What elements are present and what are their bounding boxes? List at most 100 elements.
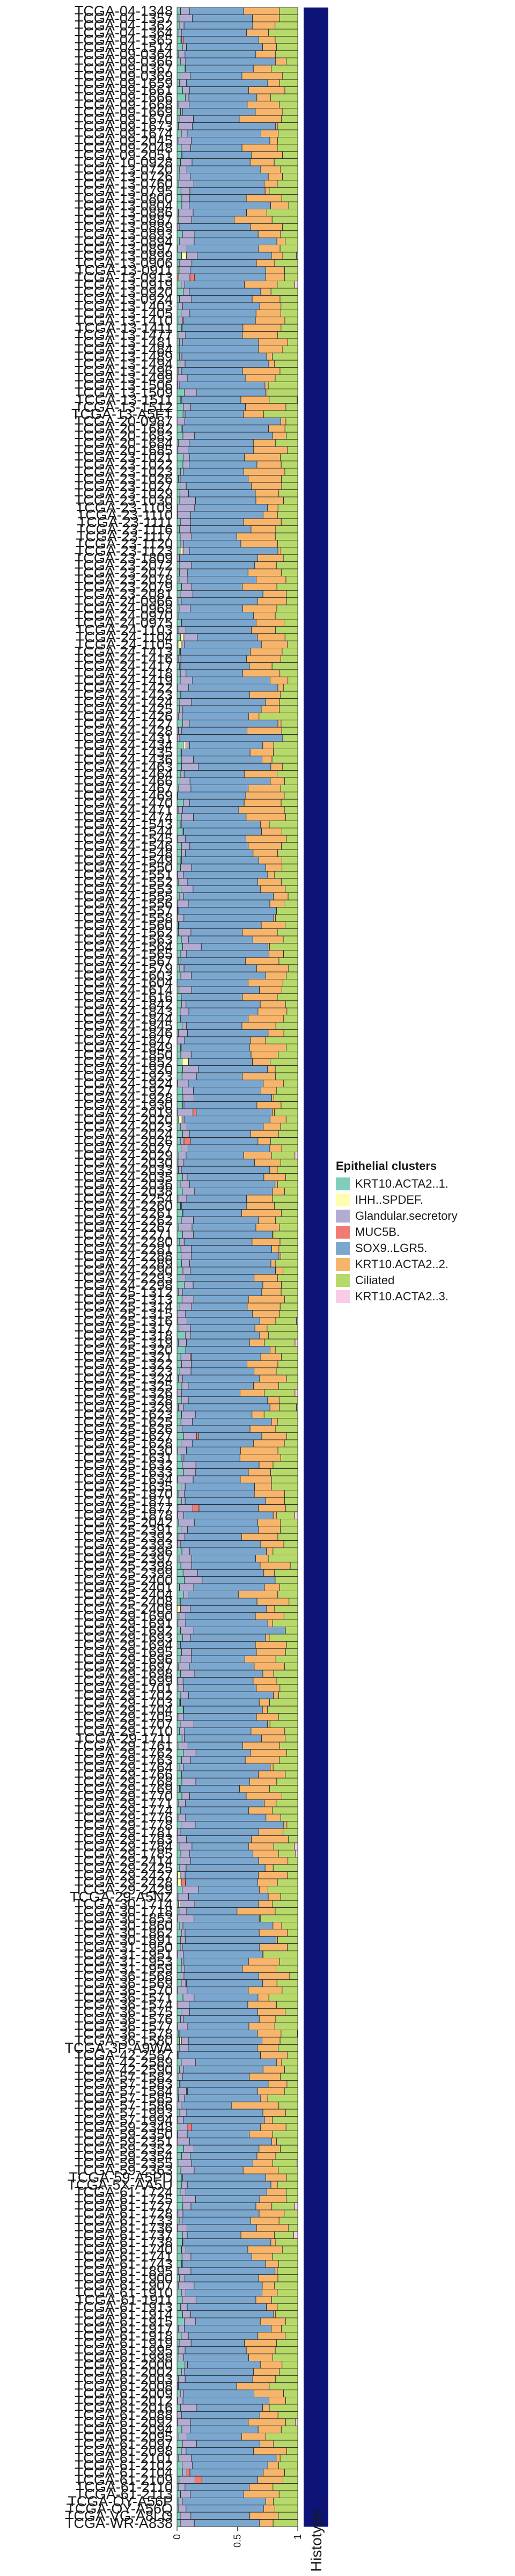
y-tick-label: TCGA-04-1364	[75, 25, 173, 41]
bar-segment	[196, 1432, 199, 1440]
bar-segment	[182, 2296, 196, 2304]
bar-segment	[183, 1468, 196, 1476]
bar-segment	[176, 79, 180, 87]
bar-segment	[176, 2490, 181, 2498]
bar-segment	[242, 928, 278, 936]
legend-item-label: KRT10.ACTA2..3.	[355, 1290, 448, 1303]
y-tick-label: TCGA-13-1481	[75, 334, 173, 350]
bar-segment	[192, 216, 235, 224]
y-tick-label: TCGA-61-1917	[75, 2321, 173, 2337]
bar-segment	[279, 1684, 298, 1692]
y-tick-label: TCGA-29-1707	[75, 1716, 173, 1732]
bar-segment	[268, 173, 283, 181]
bar-segment	[183, 1958, 249, 1966]
y-tick-label: TCGA-24-2298	[75, 1277, 173, 1293]
bar-segment	[192, 122, 276, 130]
bar-segment	[183, 317, 256, 325]
bar-segment	[190, 1857, 259, 1865]
bar-segment	[179, 1302, 192, 1311]
bar-segment	[266, 2303, 278, 2311]
bar-segment	[176, 1152, 179, 1160]
bar-segment	[176, 1648, 182, 1656]
bar-segment	[182, 1994, 195, 2002]
bar-segment	[275, 2346, 298, 2354]
bar-segment	[189, 288, 261, 296]
bar-segment	[192, 1418, 272, 1426]
bar-segment	[282, 345, 298, 354]
y-tick-label: TCGA-23-1123	[76, 543, 173, 559]
bar-segment	[192, 2461, 268, 2470]
bar-segment	[179, 568, 188, 576]
bar-segment	[293, 2231, 298, 2239]
bar-segment	[271, 1152, 296, 1160]
bar-segment	[255, 1555, 269, 1563]
y-tick-label: TCGA-04-1365	[75, 32, 173, 48]
bar-segment	[180, 360, 186, 368]
bar-segment	[252, 1310, 281, 1318]
bar-segment	[176, 979, 248, 987]
bar-segment	[262, 2281, 275, 2289]
y-tick-label: TCGA-24-2026	[75, 1133, 173, 1149]
bar-segment	[258, 2274, 278, 2282]
bar-segment	[275, 1180, 278, 1188]
bar-segment	[179, 1922, 183, 1930]
bar-segment	[196, 2440, 261, 2448]
bar-segment	[180, 1562, 192, 1570]
bar-segment	[271, 1418, 278, 1426]
bar-segment	[176, 2274, 180, 2282]
bar-segment	[176, 338, 180, 346]
bar-segment	[192, 676, 270, 685]
bar-segment	[182, 1188, 195, 1196]
bar-segment	[176, 57, 181, 65]
bar-segment	[270, 676, 289, 685]
bar-segment	[277, 547, 282, 555]
bar-segment	[268, 1029, 284, 1037]
bar-segment	[176, 1979, 182, 1987]
bar-segment	[270, 1058, 298, 1066]
y-tick-label: TCGA-59-2352	[75, 2141, 173, 2157]
bar-segment	[176, 2238, 183, 2246]
bar-segment	[252, 2375, 276, 2383]
y-tick-label: TCGA-61-2102	[75, 2457, 173, 2473]
y-tick-label: TCGA-23-1022	[75, 457, 173, 473]
bar-segment	[236, 2382, 270, 2390]
bar-segment	[176, 28, 179, 37]
y-tick-label: TCGA-23-1116	[77, 521, 173, 537]
bar-segment	[266, 2433, 298, 2441]
bar-segment	[182, 1677, 254, 1685]
bar-segment	[176, 2195, 182, 2203]
y-tick-label: TCGA-29-1774	[75, 1803, 173, 1819]
y-tick-label: TCGA-42-2590	[75, 2061, 173, 2077]
bar-segment	[283, 1079, 298, 1088]
bar-segment	[182, 720, 190, 728]
bar-segment	[186, 1152, 244, 1160]
bar-segment	[239, 1454, 281, 1462]
bar-segment	[240, 2231, 275, 2239]
bar-segment	[191, 1648, 257, 1656]
bar-segment	[275, 1425, 298, 1433]
y-tick-label: TCGA-31-1959	[75, 1961, 173, 1977]
y-tick-label: TCGA-25-1623	[75, 1407, 173, 1423]
bar-segment	[275, 2238, 298, 2246]
bar-segment	[281, 1922, 298, 1930]
bar-segment	[280, 453, 298, 462]
bar-segment	[176, 2440, 183, 2448]
bar-segment	[259, 2015, 276, 2023]
bar-segment	[176, 2080, 180, 2088]
bar-segment	[186, 2188, 267, 2196]
bar-segment	[184, 2317, 196, 2325]
bar-segment	[176, 957, 179, 965]
bar-segment	[271, 2202, 295, 2211]
y-tick-label: TCGA-25-1634	[75, 1472, 173, 1488]
bar-segment	[272, 1195, 298, 1203]
y-tick-label: TCGA-OY-A56P	[68, 2493, 173, 2509]
bar-segment	[179, 705, 183, 713]
bar-segment	[271, 662, 298, 670]
bar-segment	[176, 216, 179, 224]
bar-segment	[193, 885, 261, 894]
bar-segment	[190, 2202, 256, 2211]
bar-segment	[270, 288, 298, 296]
y-tick-label: TCGA-24-1466	[75, 773, 173, 789]
bar-segment	[176, 36, 181, 44]
bar-segment	[254, 2389, 284, 2397]
